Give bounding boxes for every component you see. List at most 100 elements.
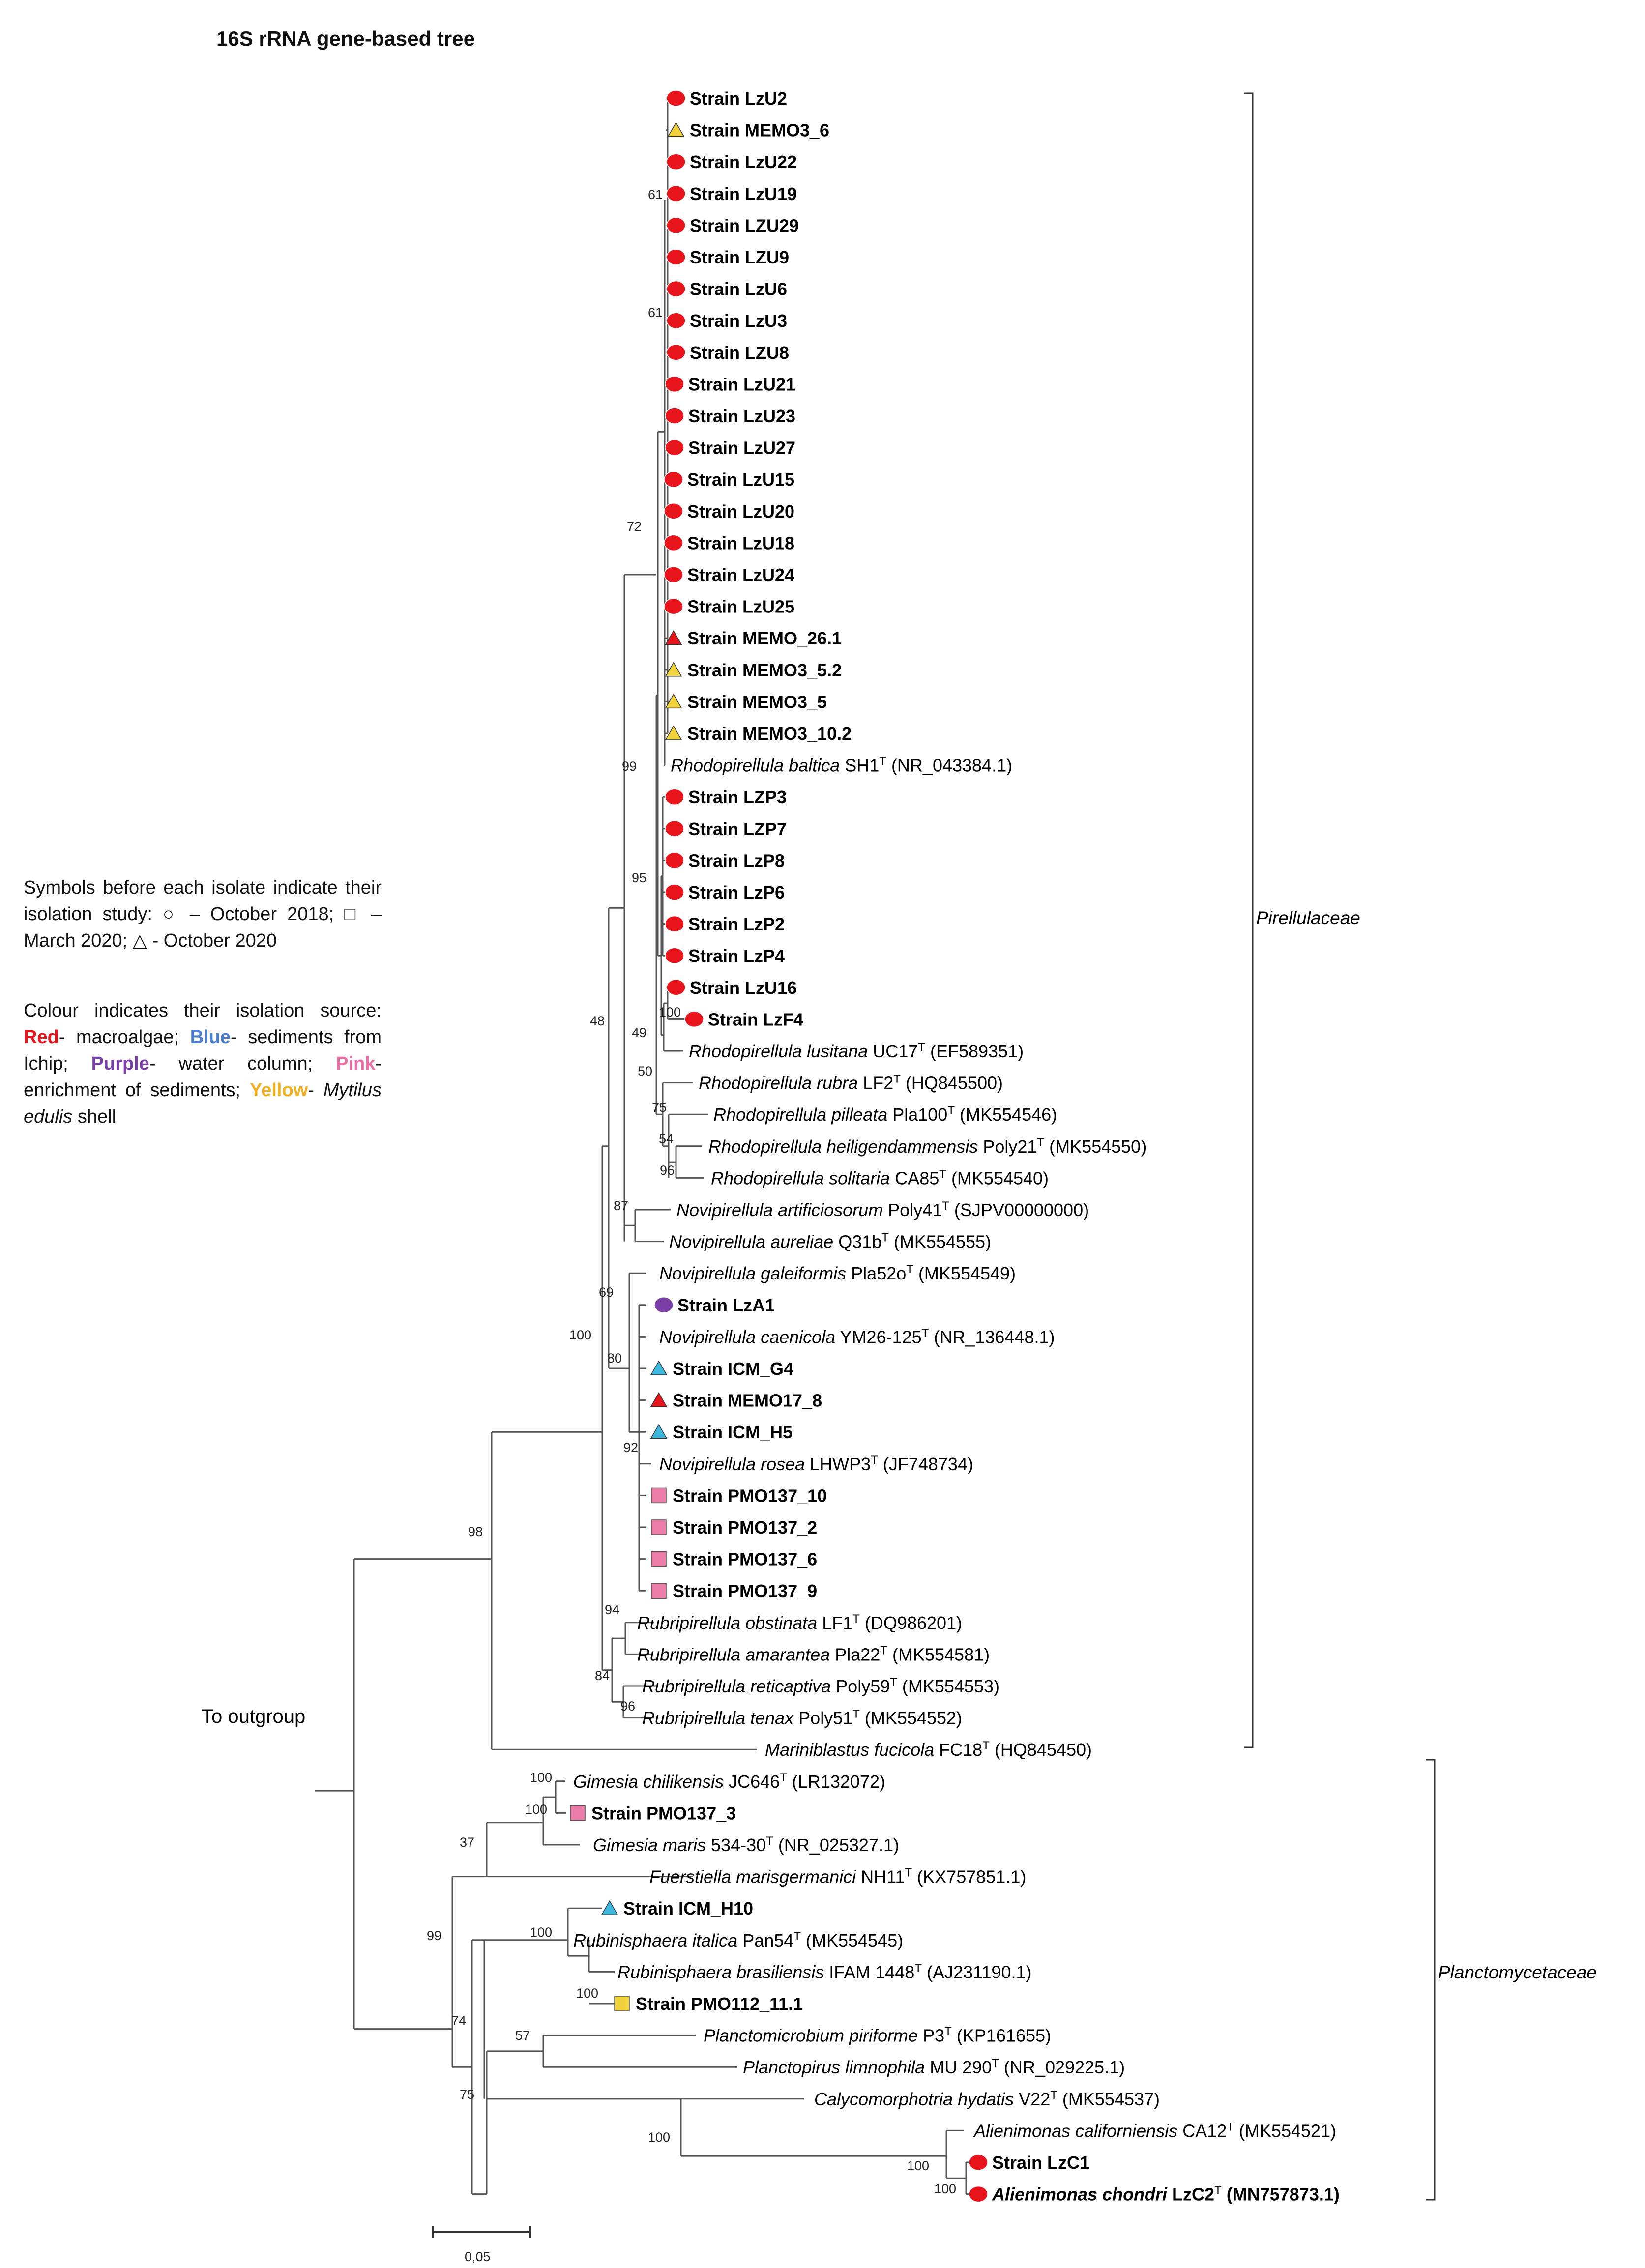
leaf-marker-circle <box>969 2185 988 2203</box>
bootstrap-value: 94 <box>605 1602 619 1617</box>
leaf-label: Strain LzU23 <box>688 406 795 426</box>
bootstrap-value: 57 <box>515 2028 530 2043</box>
tree-title: 16S rRNA gene-based tree <box>216 27 475 50</box>
leaf-marker-triangle <box>665 693 682 709</box>
leaf-label: Strain LZP3 <box>688 787 787 807</box>
leaf-label: Rhodopirellula lusitana UC17T (EF589351) <box>689 1041 1024 1062</box>
legend-isolation-study: Symbols before each isolate indicate the… <box>24 875 382 955</box>
leaf-label: Novipirellula caenicola YM26-125T (NR_13… <box>659 1326 1055 1347</box>
leaf-label: Strain LZP7 <box>688 819 787 839</box>
legend-red-label: Red <box>24 1026 59 1047</box>
leaf-marker-square <box>651 1583 667 1599</box>
bootstrap-value: 75 <box>460 2087 474 2102</box>
leaf-marker-circle <box>666 280 686 297</box>
family-label-planctomycetaceae: Planctomycetaceae <box>1438 1962 1597 1982</box>
bootstrap-value: 74 <box>451 2013 466 2028</box>
legend-pink-text: - enrichment of sediments; <box>24 1053 382 1101</box>
leaf-label: Strain LZU29 <box>690 215 799 235</box>
outgroup-label: To outgroup <box>202 1706 305 1727</box>
leaf-label: Strain ICM_H10 <box>623 1898 753 1919</box>
leaf-marker-square <box>614 1996 630 2011</box>
leaf-label: Calycomorphotria hydatis V22T (MK554537) <box>814 2088 1160 2109</box>
leaf-label: Strain PMO137_10 <box>673 1485 827 1506</box>
leaf-label: Gimesia maris 534-30T (NR_025327.1) <box>593 1834 899 1856</box>
leaf-marker-circle <box>664 598 683 615</box>
bootstrap-value: 99 <box>622 759 637 774</box>
leaf-label: Planctopirus limnophila MU 290T (NR_0292… <box>743 2057 1125 2078</box>
legend-yellow-text: - <box>308 1079 314 1101</box>
leaf-marker-circle <box>666 185 686 202</box>
leaf-label: Strain MEMO3_6 <box>690 120 829 141</box>
leaf-label: Strain MEMO17_8 <box>673 1391 822 1411</box>
leaf-label: Strain LzP2 <box>688 914 785 934</box>
leaf-label: Strain LzP6 <box>688 882 785 902</box>
bootstrap-value: 48 <box>590 1014 605 1028</box>
leaf-label: Gimesia chilikensis JC646T (LR132072) <box>573 1771 885 1792</box>
leaf-label: Rubinisphaera italica Pan54T (MK554545) <box>573 1929 903 1950</box>
leaf-marker-triangle <box>665 630 682 645</box>
leaf-marker-circle <box>666 979 686 996</box>
bootstrap-value: 100 <box>569 1328 591 1342</box>
leaf-label: Novipirellula galeiformis Pla52oT (MK554… <box>659 1263 1016 1284</box>
scale-label: 0,05 <box>465 2249 491 2264</box>
leaf-marker-triangle <box>665 725 682 740</box>
leaf-label: Fuerstiella marisgermanici NH11T (KX7578… <box>649 1866 1026 1887</box>
leaf-marker-triangle <box>650 1360 668 1375</box>
leaf-marker-circle <box>654 1297 674 1313</box>
leaf-marker-triangle <box>667 122 685 137</box>
leaf-label: Strain LzP8 <box>688 850 785 871</box>
leaf-marker-circle <box>665 947 684 964</box>
leaf-label: Strain PMO137_9 <box>673 1581 817 1601</box>
leaf-label: Strain LzU16 <box>690 978 797 998</box>
leaf-label: Strain LzU18 <box>687 533 794 553</box>
bootstrap-value: 100 <box>934 2181 956 2196</box>
leaf-label: Alienimonas chondri LzC2T (MN757873.1) <box>992 2183 1340 2205</box>
leaf-label: Strain ICM_H5 <box>673 1422 793 1442</box>
leaf-label: Strain LzU27 <box>688 438 795 458</box>
leaf-marker-square <box>651 1551 667 1567</box>
leaf-label: Novipirellula rosea LHWP3T (JF748734) <box>659 1453 973 1474</box>
leaf-label: Strain LzU15 <box>687 469 794 490</box>
leaf-label: Strain LzU2 <box>690 88 787 109</box>
leaf-marker-square <box>570 1805 586 1821</box>
bootstrap-value: 61 <box>648 305 663 320</box>
legend-pink-label: Pink <box>336 1053 376 1074</box>
leaf-marker-square <box>651 1487 667 1504</box>
legend-yellow-label: Yellow <box>249 1079 308 1101</box>
leaf-label: Rubinisphaera brasiliensis IFAM 1448T (A… <box>617 1961 1032 1982</box>
leaf-marker-triangle <box>665 662 682 677</box>
bootstrap-value: 61 <box>648 187 663 202</box>
legend-colour-intro: Colour indicates their isolation source: <box>24 1000 382 1021</box>
bootstrap-value: 96 <box>660 1163 675 1178</box>
leaf-label: Strain PMO137_6 <box>673 1549 817 1570</box>
leaf-label: Strain PMO137_3 <box>591 1803 736 1823</box>
leaf-label: Rhodopirellula pilleata Pla100T (MK55454… <box>713 1104 1057 1125</box>
leaf-label: Strain LzU25 <box>687 597 794 617</box>
leaf-label: Planctomicrobium piriforme P3T (KP161655… <box>704 2025 1051 2046</box>
leaf-marker-circle <box>665 884 684 901</box>
bootstrap-value: 84 <box>595 1668 610 1683</box>
leaf-label: Strain ICM_G4 <box>673 1359 793 1379</box>
leaf-marker-circle <box>665 376 684 393</box>
bootstrap-value: 75 <box>652 1100 667 1115</box>
leaf-label: Strain LzU21 <box>688 374 795 394</box>
bootstrap-value: 92 <box>623 1440 638 1455</box>
bootstrap-value: 50 <box>638 1064 652 1078</box>
pirellulaceae-bracket <box>1244 92 1254 1748</box>
bootstrap-value: 54 <box>659 1132 674 1146</box>
legend-red-text: - macroalgae; <box>59 1026 179 1047</box>
leaf-label: Strain MEMO_26.1 <box>687 628 842 648</box>
leaf-label: Rhodopirellula solitaria CA85T (MK554540… <box>711 1167 1049 1189</box>
leaf-label: Strain LzU24 <box>687 565 794 585</box>
leaf-marker-circle <box>665 439 684 456</box>
leaf-marker-triangle <box>650 1424 668 1439</box>
leaf-label: Rubripirellula amarantea Pla22T (MK55458… <box>637 1644 990 1665</box>
leaf-label: Rubripirellula tenax Poly51T (MK554552) <box>642 1707 962 1728</box>
leaf-marker-circle <box>665 852 684 869</box>
leaf-label: Strain PMO137_2 <box>673 1517 817 1538</box>
leaf-label: Strain PMO112_11.1 <box>636 1994 803 2014</box>
bootstrap-value: 98 <box>468 1524 483 1539</box>
leaf-label: Rhodopirellula heiligendammensis Poly21T… <box>708 1135 1146 1157</box>
leaf-marker-circle <box>665 820 684 837</box>
